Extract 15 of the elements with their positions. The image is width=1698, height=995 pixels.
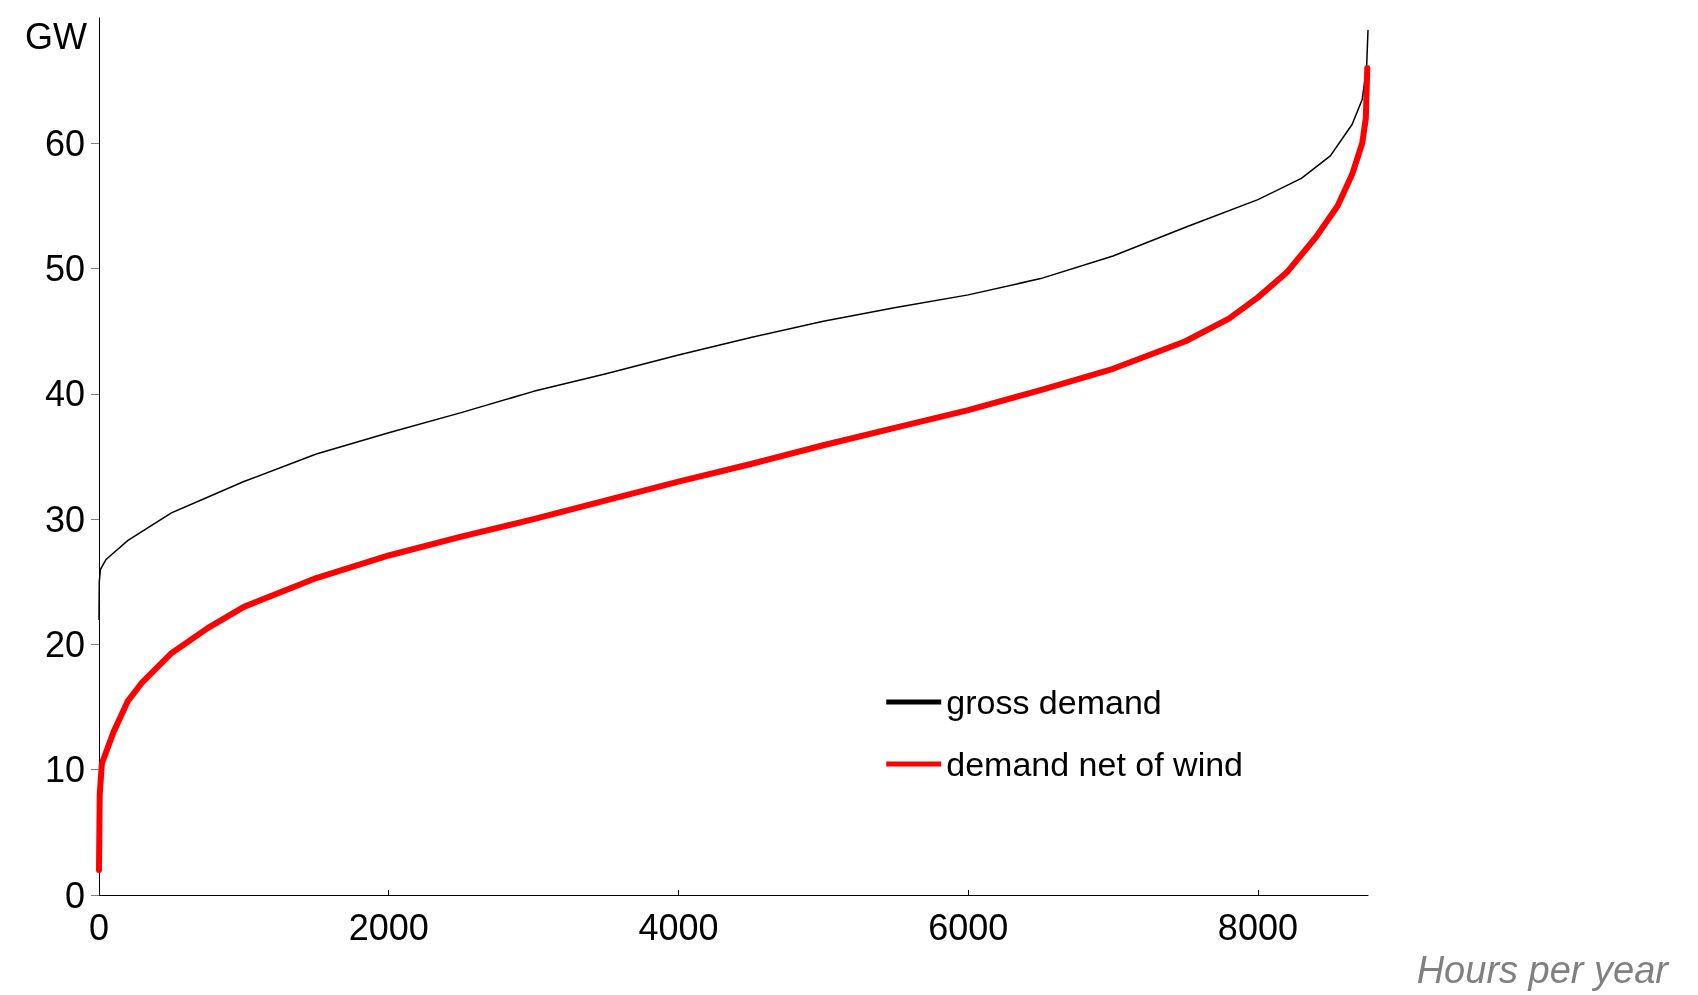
y-tick-label: 20 (44, 623, 85, 665)
legend-label: demand net of wind (946, 745, 1244, 783)
y-tick-label: 50 (44, 248, 85, 290)
y-axis-title: GW (25, 15, 88, 57)
y-tick-label: 0 (64, 874, 85, 916)
y-tick-label: 60 (44, 122, 85, 164)
x-tick-label: 8000 (1217, 906, 1298, 948)
x-tick-label: 4000 (638, 906, 719, 948)
x-tick-label: 6000 (928, 906, 1009, 948)
y-tick-label: 10 (44, 749, 85, 791)
x-tick-label: 2000 (348, 906, 429, 948)
legend-label: gross demand (946, 683, 1162, 721)
y-tick-label: 40 (44, 373, 85, 415)
y-tick-label: 30 (44, 498, 85, 540)
x-axis-title: Hours per year (1416, 949, 1670, 991)
